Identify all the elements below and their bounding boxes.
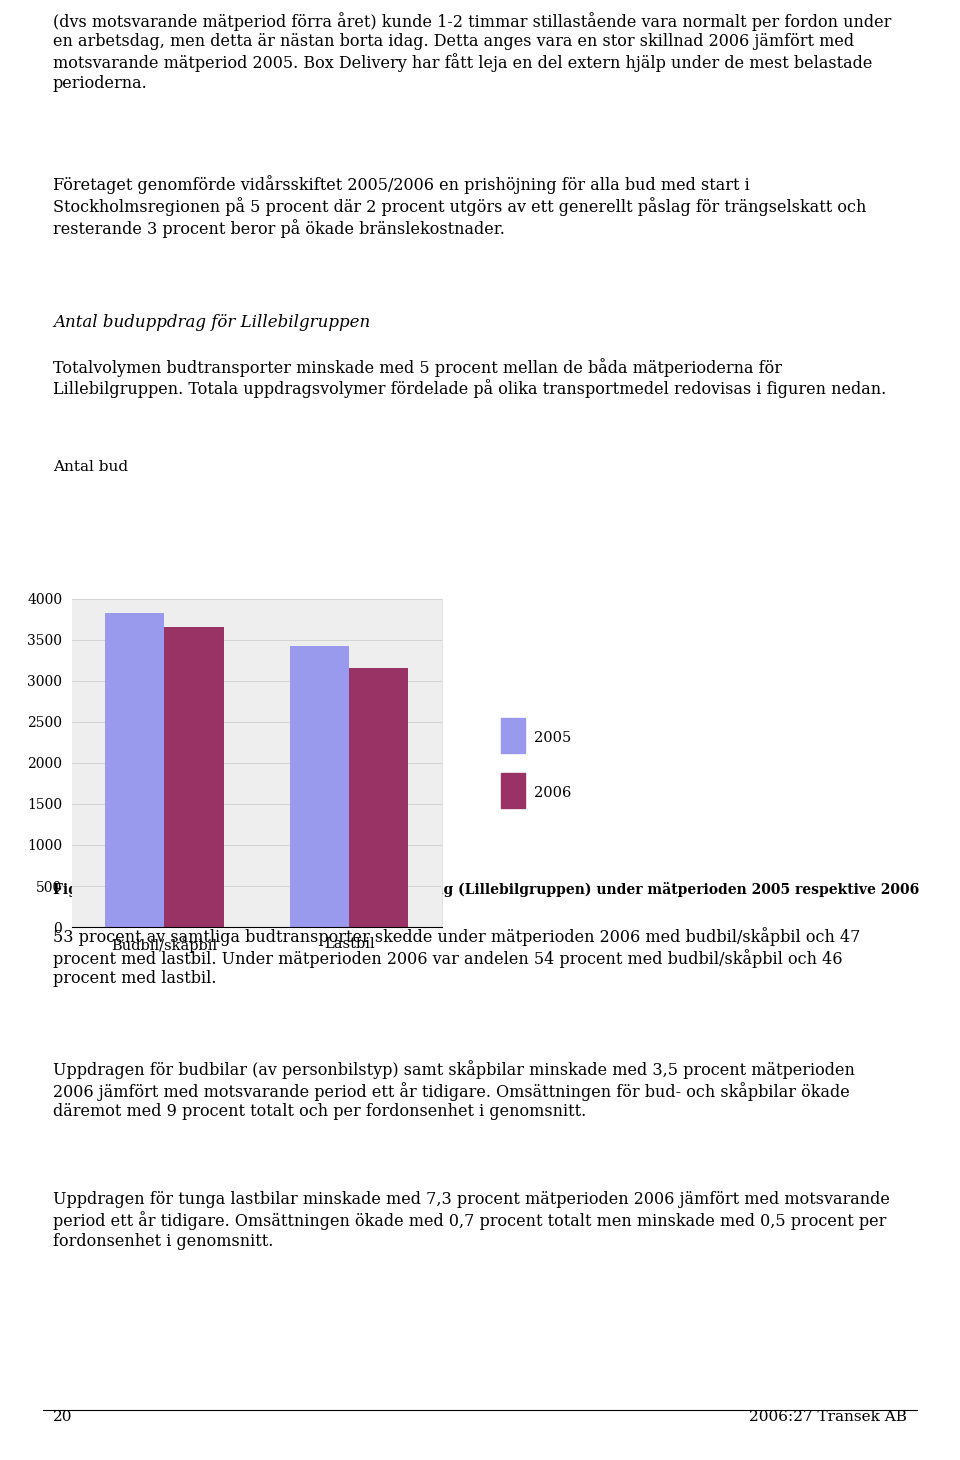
Bar xyxy=(501,772,525,807)
Text: Figur 2: Antal buduppdrag med olika transportslag (Lillebilgruppen) under mätper: Figur 2: Antal buduppdrag med olika tran… xyxy=(53,882,919,896)
Text: Totalvolymen budtransporter minskade med 5 procent mellan de båda mätperioderna : Totalvolymen budtransporter minskade med… xyxy=(53,358,886,399)
Bar xyxy=(164,626,224,927)
Text: 20: 20 xyxy=(53,1410,72,1425)
Bar xyxy=(349,669,408,927)
Text: Uppdragen för tunga lastbilar minskade med 7,3 procent mätperioden 2006 jämfört : Uppdragen för tunga lastbilar minskade m… xyxy=(53,1191,890,1250)
Text: Uppdragen för budbilar (av personbilstyp) samt skåpbilar minskade med 3,5 procen: Uppdragen för budbilar (av personbilstyp… xyxy=(53,1060,854,1120)
Text: 2006: 2006 xyxy=(534,785,571,800)
Bar xyxy=(106,613,164,927)
Text: 53 procent av samtliga budtransporter skedde under mätperioden 2006 med budbil/s: 53 procent av samtliga budtransporter sk… xyxy=(53,927,860,987)
Text: Antal buduppdrag för Lillebilgruppen: Antal buduppdrag för Lillebilgruppen xyxy=(53,314,370,331)
Text: 2005: 2005 xyxy=(534,731,571,745)
Bar xyxy=(290,647,349,927)
Text: 2006:27 Transek AB: 2006:27 Transek AB xyxy=(750,1410,907,1425)
Bar xyxy=(501,718,525,753)
Text: Företaget genomförde vidårsskiftet 2005/2006 en prishöjning för alla bud med sta: Företaget genomförde vidårsskiftet 2005/… xyxy=(53,175,866,238)
Text: (dvs motsvarande mätperiod förra året) kunde 1-2 timmar stillastående vara norma: (dvs motsvarande mätperiod förra året) k… xyxy=(53,12,891,92)
Text: Antal bud: Antal bud xyxy=(53,460,128,474)
